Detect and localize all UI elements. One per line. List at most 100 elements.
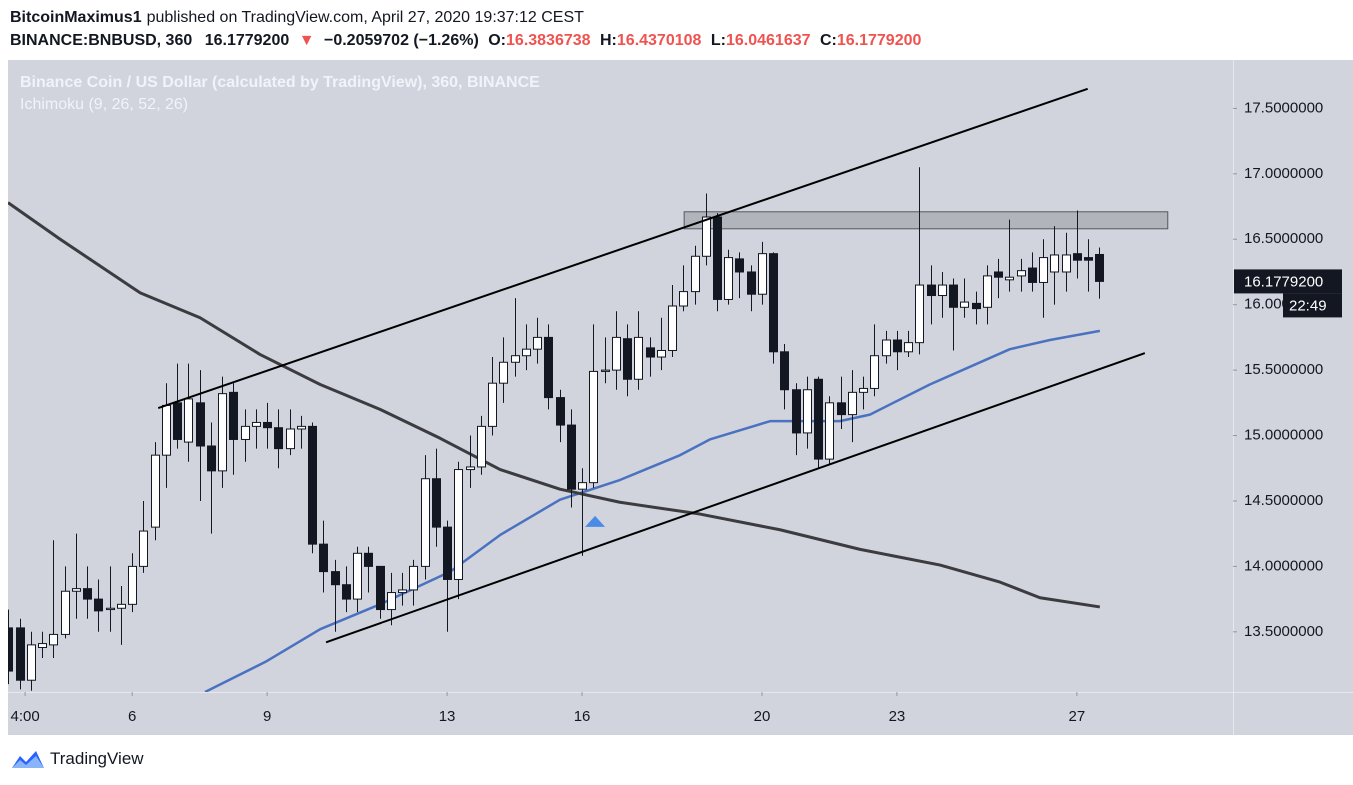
- candle-body: [556, 397, 565, 426]
- chart-background: [8, 60, 1353, 735]
- y-tick-label: 15.5000000: [1244, 361, 1323, 378]
- candle-body: [915, 284, 924, 344]
- candle-body: [454, 469, 463, 580]
- last-price-badge: [1234, 269, 1342, 294]
- candle-body: [162, 404, 171, 456]
- countdown-label: 22:49: [1289, 297, 1327, 314]
- candle-body: [1062, 254, 1071, 273]
- candle-body: [1017, 270, 1026, 277]
- y-tick-label: 13.5000000: [1244, 623, 1323, 640]
- buy-marker: [585, 515, 606, 527]
- candle-body: [49, 633, 58, 646]
- close-value: 16.1779200: [836, 32, 922, 49]
- candle-body: [421, 478, 430, 567]
- y-tick-label: 14.0000000: [1244, 557, 1323, 574]
- y-tick-label: 14.5000000: [1244, 492, 1323, 509]
- candle-body: [870, 355, 879, 389]
- candle-body: [679, 291, 688, 307]
- trendline: [325, 352, 1146, 644]
- resistance-zone: [683, 211, 1169, 230]
- chart-title: Binance Coin / US Dollar (calculated by …: [20, 74, 540, 91]
- candle-body: [735, 258, 744, 273]
- candle-body: [837, 402, 846, 416]
- candle-body: [16, 627, 25, 681]
- candle-body: [409, 565, 418, 591]
- published: published on TradingView.com, April 27, …: [146, 9, 584, 26]
- brand-logo: [12, 751, 44, 768]
- candle-body: [646, 347, 655, 358]
- candle-body: [612, 336, 621, 371]
- candle-body: [72, 588, 81, 592]
- candle-body: [601, 369, 610, 372]
- candle-body: [544, 336, 553, 399]
- plot-area: [8, 87, 1169, 692]
- candle-body: [803, 389, 812, 434]
- candle-body: [758, 253, 767, 295]
- candle-body: [376, 565, 385, 611]
- low-value: 16.0461637: [725, 32, 811, 49]
- candle-body: [83, 588, 92, 600]
- candle-body: [398, 589, 407, 594]
- candle-body: [263, 421, 272, 429]
- candle-body: [949, 284, 958, 308]
- candle-body: [668, 305, 677, 351]
- candle-body: [1084, 257, 1093, 261]
- candle-body: [724, 257, 733, 300]
- candle-body: [792, 389, 801, 434]
- candle-body: [27, 644, 36, 681]
- candle-body: [578, 482, 587, 490]
- candle-body: [567, 424, 576, 490]
- candle-body: [623, 338, 632, 380]
- candle-body: [308, 425, 317, 545]
- footer: TradingView: [10, 748, 144, 770]
- chart-subtitle: Ichimoku (9, 26, 52, 26): [20, 96, 188, 113]
- candle-body: [38, 643, 47, 649]
- candle-body: [533, 336, 542, 350]
- candle-body: [589, 370, 598, 484]
- candle-body: [994, 271, 1003, 278]
- candle-body: [286, 428, 295, 450]
- x-tick-label: 23: [889, 708, 906, 725]
- price: 16.1779200: [204, 32, 290, 49]
- candle-body: [780, 351, 789, 391]
- header-line-2: BINANCE:BNBUSD, 360 16.1779200 ▼ −0.2059…: [10, 29, 921, 52]
- candle-body: [342, 584, 351, 600]
- x-tick-label: 6: [128, 708, 136, 725]
- candle-body: [893, 339, 902, 353]
- high-value: 16.4370108: [616, 32, 702, 49]
- candle-body: [1028, 267, 1037, 283]
- candle-body: [825, 402, 834, 460]
- candle-body: [432, 478, 441, 528]
- candle-body: [196, 402, 205, 447]
- brand-name: TradingView: [50, 749, 144, 768]
- candle-body: [477, 425, 486, 468]
- candle-body: [128, 565, 137, 605]
- candle-body: [972, 302, 981, 310]
- candle-body: [713, 216, 722, 300]
- high-label: H:: [600, 32, 617, 49]
- x-tick-label: 4:00: [10, 708, 39, 725]
- x-tick-label: 16: [574, 708, 591, 725]
- countdown-badge: [1283, 293, 1342, 318]
- candle-body: [218, 393, 227, 472]
- candle-body: [882, 339, 891, 357]
- y-tick-label: 17.0000000: [1244, 165, 1323, 182]
- arrow: ▼: [298, 32, 315, 49]
- last-price-label: 16.1779200: [1244, 273, 1323, 290]
- x-tick-label: 9: [263, 708, 271, 725]
- candle-body: [769, 253, 778, 353]
- candle-body: [443, 526, 452, 580]
- open-value: 16.3836738: [506, 32, 591, 49]
- trendline: [157, 87, 1089, 410]
- candle-body: [61, 590, 70, 635]
- change: −0.2059702 (−1.26%): [323, 32, 479, 49]
- candle-body: [207, 445, 216, 472]
- average-line: [204, 329, 1101, 692]
- open-label: O:: [488, 32, 507, 49]
- candle-body: [511, 355, 520, 363]
- candle-body: [173, 402, 182, 440]
- close-label: C:: [819, 32, 837, 49]
- candle-body: [466, 466, 475, 471]
- candle-body: [814, 378, 823, 460]
